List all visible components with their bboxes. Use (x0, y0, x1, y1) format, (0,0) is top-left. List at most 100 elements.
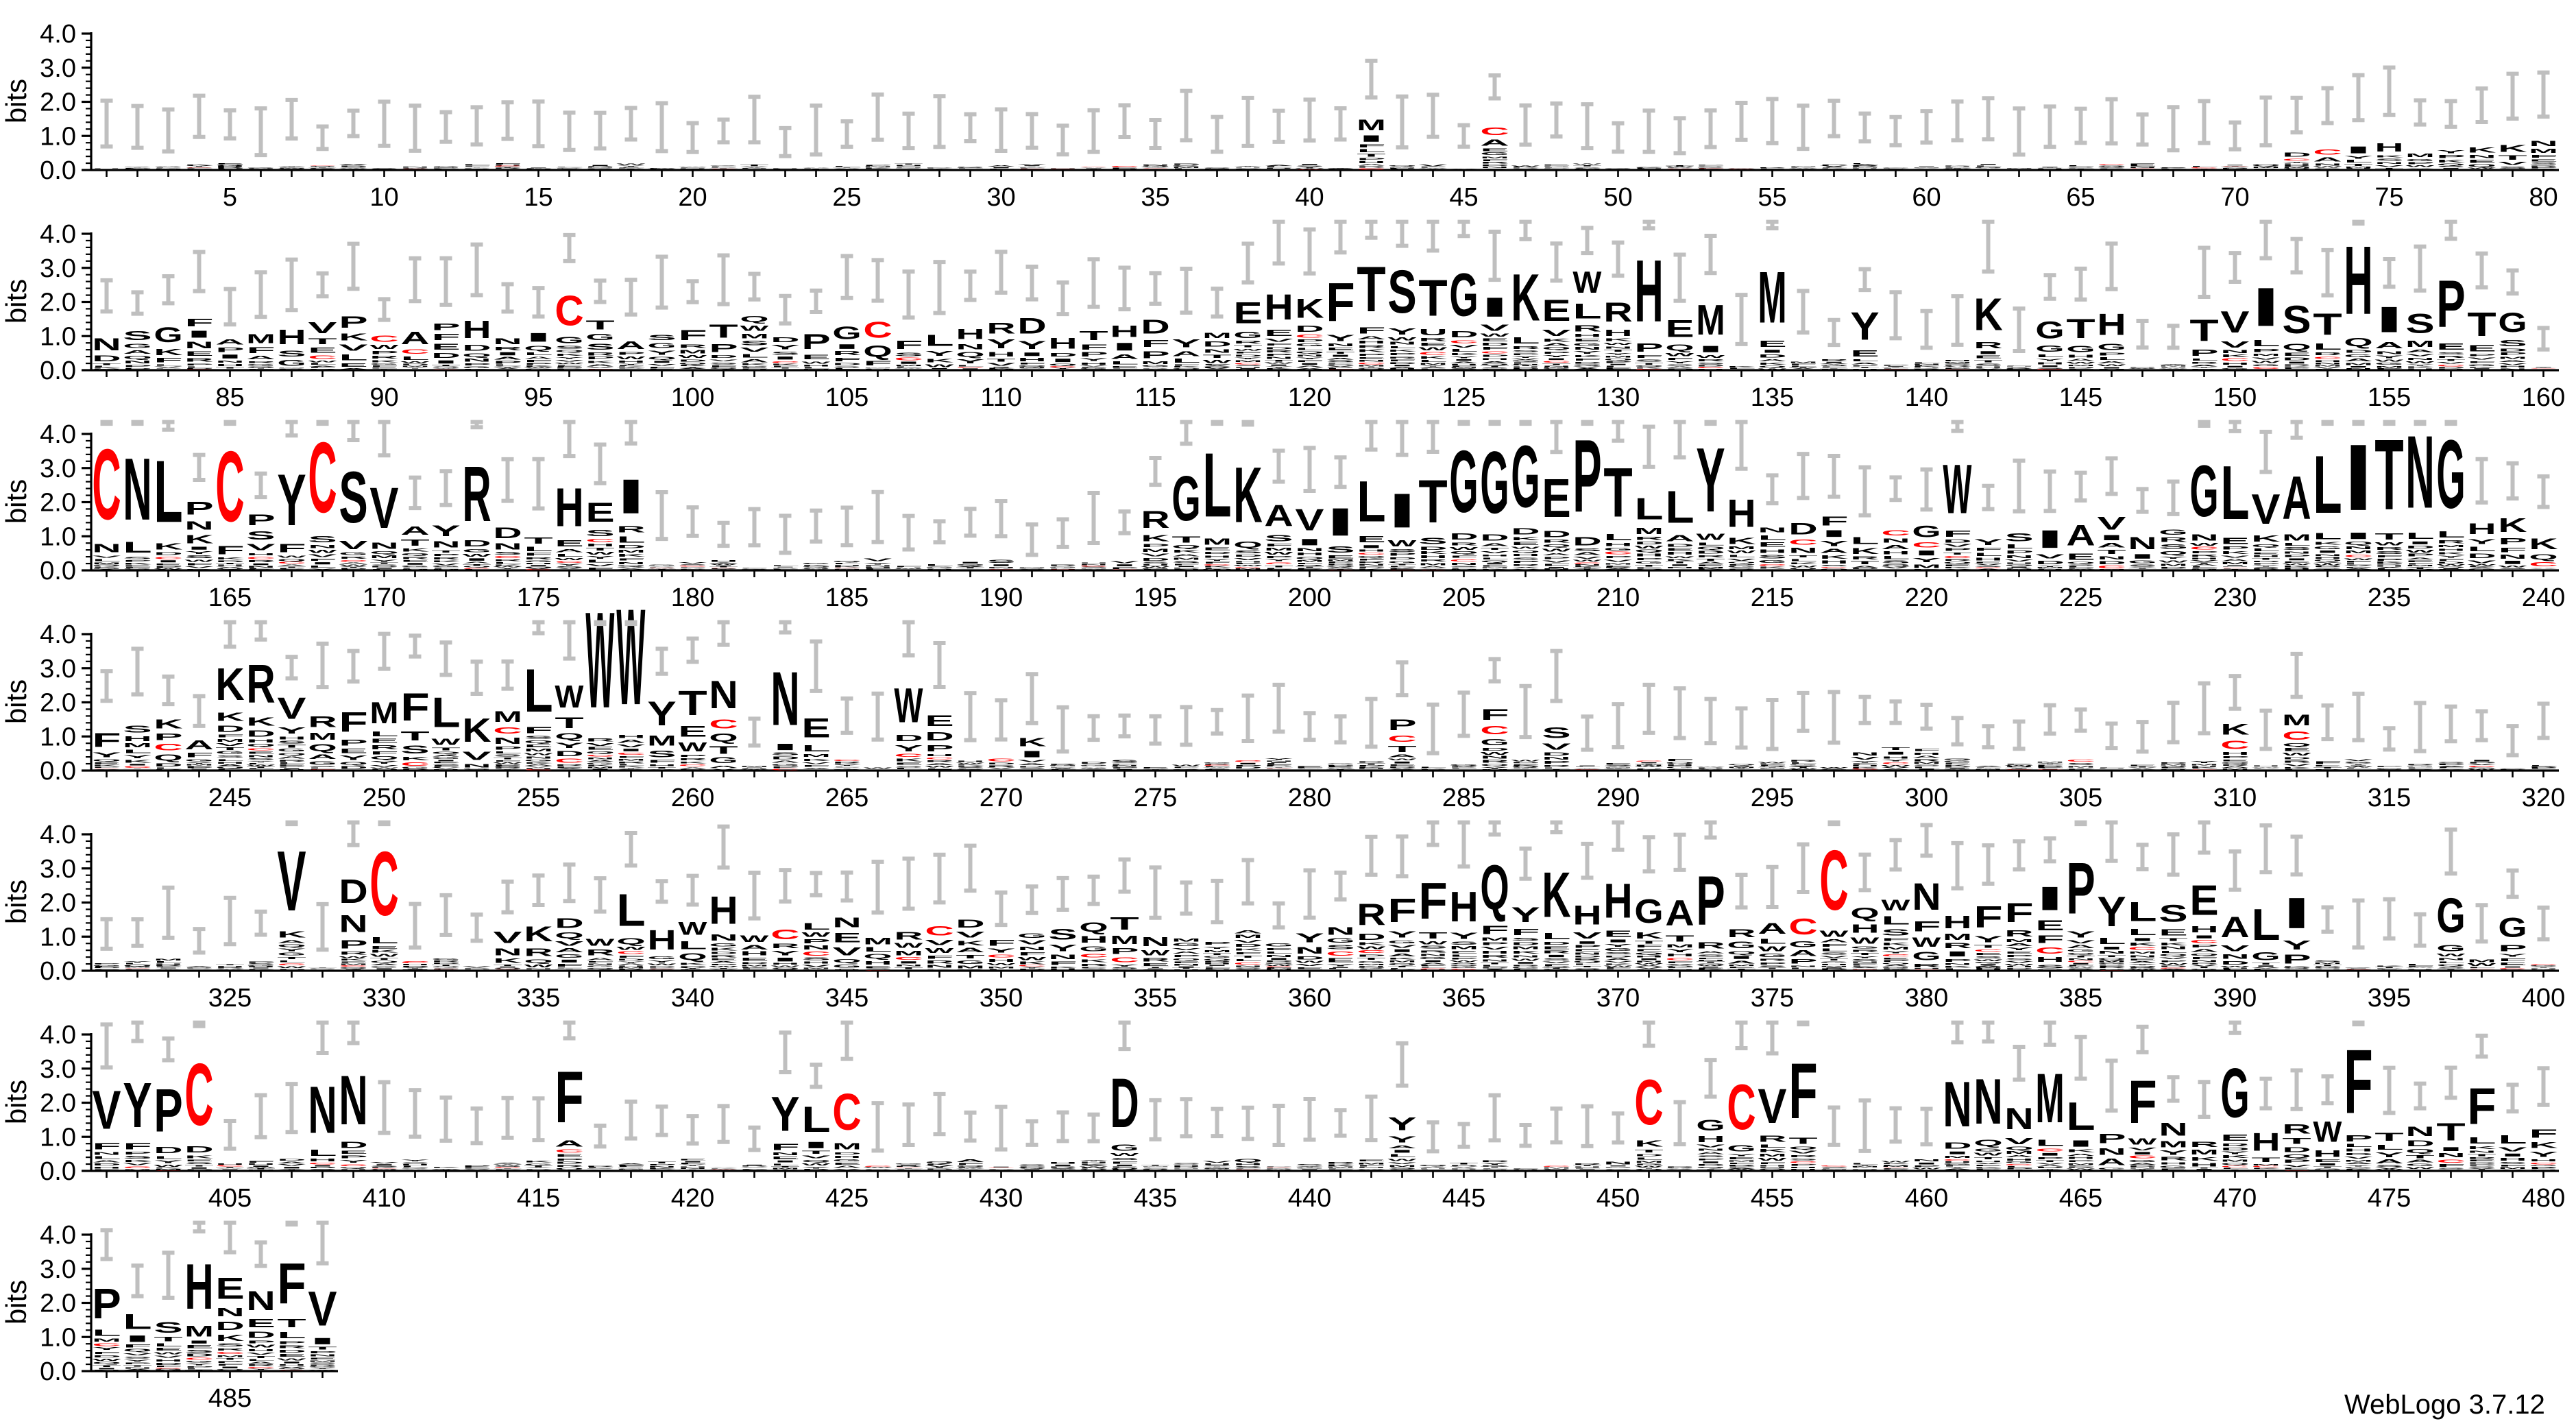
svg-text:Q: Q (215, 568, 244, 569)
svg-text:C: C (1418, 351, 1447, 355)
svg-text:S: S (339, 457, 367, 538)
svg-text:H: H (2282, 568, 2311, 569)
svg-text:Q: Q (308, 742, 337, 753)
svg-text:G: G (1480, 433, 1509, 531)
svg-text:F: F (400, 169, 429, 170)
svg-text:T: T (1418, 269, 1447, 327)
svg-text:Y: Y (1079, 358, 1108, 362)
svg-text:I: I (2313, 550, 2342, 553)
svg-text:K: K (184, 533, 213, 546)
svg-text:Q: Q (1511, 766, 1540, 768)
svg-text:E: E (801, 354, 830, 361)
svg-text:R: R (431, 557, 460, 560)
svg-text:V: V (431, 768, 460, 769)
svg-text:Y: Y (678, 367, 707, 368)
svg-text:R: R (2529, 766, 2557, 768)
svg-text:Y: Y (524, 168, 552, 169)
svg-text:W: W (2374, 359, 2403, 362)
svg-text:10: 10 (369, 183, 398, 212)
svg-text:55: 55 (1758, 183, 1786, 212)
svg-text:C: C (123, 766, 151, 769)
svg-text:V: V (1819, 166, 1848, 167)
svg-text:F: F (1295, 360, 1324, 363)
svg-text:L: L (1727, 368, 1755, 370)
svg-text:T: T (1418, 930, 1447, 941)
svg-text:D: D (1943, 539, 1971, 544)
svg-text:W: W (2405, 361, 2434, 364)
svg-text:Y: Y (369, 559, 398, 562)
svg-text:V: V (1542, 328, 1571, 338)
svg-text:A: A (585, 957, 614, 960)
svg-text:T: T (709, 744, 738, 755)
svg-text:F: F (1881, 368, 1910, 369)
svg-text:R: R (2066, 768, 2095, 769)
svg-text:S: S (1387, 258, 1416, 326)
svg-text:C: C (1141, 168, 1169, 169)
svg-text:V: V (2467, 357, 2496, 361)
svg-text:G: G (369, 363, 398, 365)
svg-text:L: L (400, 355, 429, 361)
svg-text:D: D (709, 952, 738, 955)
svg-text:Q: Q (215, 766, 244, 769)
svg-text:90: 90 (369, 383, 398, 412)
svg-text:K: K (1141, 533, 1170, 544)
svg-text:E: E (585, 969, 614, 970)
svg-text:K: K (1418, 356, 1447, 360)
svg-text:H: H (154, 169, 182, 170)
svg-text:R: R (1480, 760, 1509, 764)
svg-text:D: D (184, 968, 213, 969)
svg-text:R: R (1511, 564, 1540, 566)
svg-text:Y: Y (616, 569, 645, 570)
svg-text:M: M (2282, 712, 2311, 729)
svg-text:Y: Y (1202, 559, 1231, 561)
svg-text:I: I (524, 565, 552, 567)
svg-text:R: R (215, 770, 244, 771)
svg-text:K: K (1603, 338, 1632, 342)
svg-text:F: F (2374, 770, 2403, 771)
svg-text:H: H (1572, 899, 1601, 930)
svg-text:W: W (277, 555, 306, 558)
svg-text:A: A (154, 166, 182, 167)
svg-text:L: L (1788, 762, 1817, 764)
svg-text:K: K (1943, 764, 1971, 766)
svg-text:K: K (1387, 957, 1416, 960)
svg-text:S: S (431, 764, 460, 765)
svg-text:C: C (1542, 361, 1570, 363)
svg-text:E: E (277, 764, 306, 766)
svg-text:D: D (1048, 352, 1077, 358)
svg-text:V: V (832, 945, 861, 958)
svg-text:T: T (2313, 767, 2342, 769)
svg-text:V: V (709, 359, 738, 362)
svg-text:D: D (1542, 168, 1570, 169)
svg-text:S: S (369, 168, 398, 169)
svg-text:W: W (1264, 362, 1293, 364)
svg-text:I: I (154, 967, 182, 968)
svg-text:L: L (801, 743, 830, 753)
svg-text:G: G (2467, 568, 2496, 570)
svg-text:L: L (2004, 544, 2033, 550)
svg-text:E: E (709, 568, 738, 569)
svg-text:W: W (246, 764, 275, 766)
svg-text:S: S (1881, 560, 1910, 564)
svg-text:H: H (925, 753, 953, 757)
svg-text:P: P (801, 168, 830, 169)
svg-text:2.0: 2.0 (40, 88, 76, 117)
svg-text:C: C (92, 768, 121, 769)
svg-text:I: I (1418, 960, 1447, 963)
svg-text:I: I (2344, 365, 2372, 367)
svg-text:K: K (832, 763, 861, 764)
svg-text:E: E (894, 166, 923, 167)
svg-text:400: 400 (2522, 984, 2565, 1013)
svg-text:E: E (647, 968, 676, 969)
svg-text:S: S (2159, 543, 2187, 550)
svg-text:A: A (2097, 542, 2126, 548)
svg-text:S: S (246, 529, 275, 542)
svg-text:L: L (308, 767, 337, 769)
svg-text:P: P (2374, 766, 2403, 767)
svg-text:K: K (1418, 550, 1447, 555)
svg-text:Q: Q (1758, 365, 1786, 368)
svg-text:T: T (308, 167, 337, 168)
svg-text:L: L (956, 365, 984, 367)
svg-text:H: H (740, 951, 768, 957)
svg-text:F: F (832, 970, 861, 971)
